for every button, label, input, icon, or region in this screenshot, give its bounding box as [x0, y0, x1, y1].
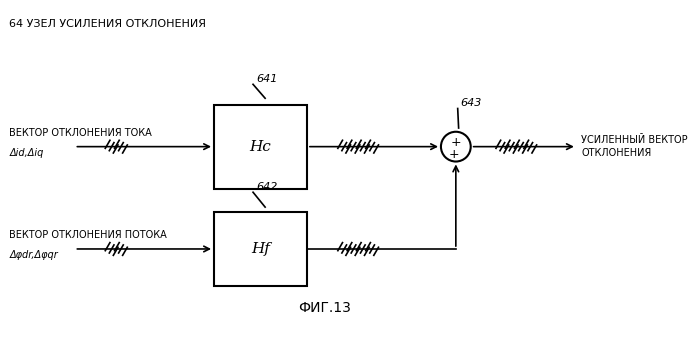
Text: Hf: Hf — [251, 242, 270, 256]
Text: ФИГ.13: ФИГ.13 — [298, 301, 351, 314]
Bar — [214, 105, 307, 188]
Text: Hc: Hc — [250, 140, 272, 154]
Text: УСИЛЕННЫЙ ВЕКТОР: УСИЛЕННЫЙ ВЕКТОР — [581, 135, 688, 145]
Bar — [214, 212, 307, 286]
Text: +: + — [449, 148, 459, 161]
Circle shape — [441, 132, 470, 161]
Text: 643: 643 — [461, 98, 482, 108]
Text: +: + — [450, 136, 461, 149]
Text: 64 УЗЕЛ УСИЛЕНИЯ ОТКЛОНЕНИЯ: 64 УЗЕЛ УСИЛЕНИЯ ОТКЛОНЕНИЯ — [9, 19, 207, 29]
Text: Δid,Δiq: Δid,Δiq — [9, 148, 44, 158]
Text: ОТКЛОНЕНИЯ: ОТКЛОНЕНИЯ — [581, 148, 652, 158]
Text: ВЕКТОР ОТКЛОНЕНИЯ ТОКА: ВЕКТОР ОТКЛОНЕНИЯ ТОКА — [9, 128, 152, 138]
Text: 641: 641 — [256, 74, 277, 84]
Text: 642: 642 — [256, 182, 277, 192]
Text: ВЕКТОР ОТКЛОНЕНИЯ ПОТОКА: ВЕКТОР ОТКЛОНЕНИЯ ПОТОКА — [9, 230, 167, 240]
Text: Δφdr,Δφqr: Δφdr,Δφqr — [9, 250, 58, 261]
